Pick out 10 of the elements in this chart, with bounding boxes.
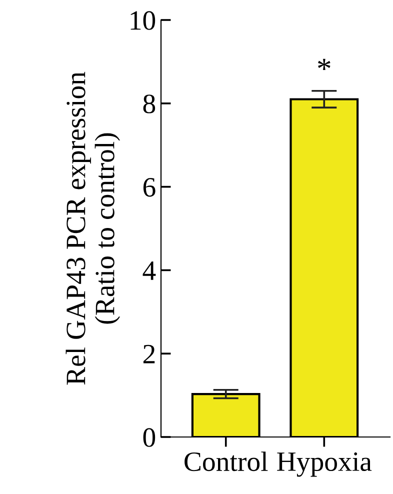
y-tick-label: 4 <box>142 262 156 280</box>
y-axis-title: Rel GAP43 PCR expression (Ratio to control) <box>66 72 120 385</box>
annotation: * <box>318 58 330 70</box>
x-tick-label: Control <box>184 452 268 472</box>
x-tick-label: Hypoxia <box>277 452 372 477</box>
y-tick-label: 2 <box>143 344 155 364</box>
y-tick-label: 8 <box>143 94 156 114</box>
y-tick-label: 6 <box>143 178 156 197</box>
y-tick-label: 10 <box>130 11 156 30</box>
y-tick-label: 0 <box>143 428 156 447</box>
